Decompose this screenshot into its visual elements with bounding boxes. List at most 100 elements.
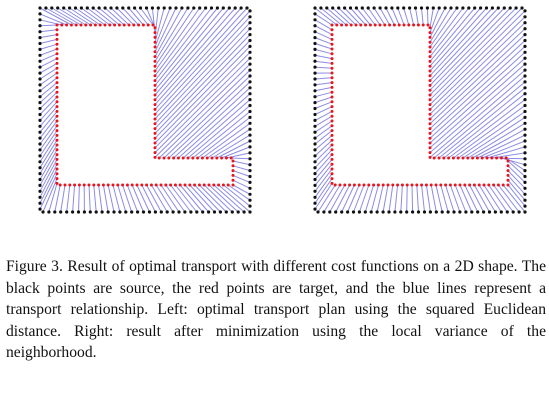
- target-point: [428, 35, 432, 39]
- transport-line: [154, 7, 242, 105]
- transport-line: [482, 140, 526, 159]
- source-point: [248, 68, 252, 72]
- source-point: [484, 6, 489, 10]
- target-point: [55, 153, 59, 157]
- source-point: [224, 210, 228, 214]
- target-point: [173, 183, 177, 187]
- transport-line: [314, 13, 333, 26]
- transport-line: [329, 184, 346, 213]
- target-point: [400, 183, 404, 187]
- source-point: [38, 183, 42, 187]
- target-point: [444, 183, 448, 187]
- target-point: [153, 88, 157, 92]
- source-point: [517, 210, 521, 214]
- transport-line: [154, 7, 201, 72]
- target-point: [396, 183, 400, 187]
- transport-line: [493, 184, 514, 213]
- target-point: [159, 183, 163, 187]
- target-point: [153, 98, 157, 102]
- transport-line: [317, 184, 336, 213]
- source-point: [100, 210, 104, 214]
- target-point: [330, 37, 334, 41]
- transport-line: [429, 7, 523, 101]
- target-point: [55, 133, 59, 137]
- target-point: [428, 107, 432, 111]
- transport-line: [39, 101, 58, 121]
- transport-line: [314, 7, 338, 26]
- target-point: [496, 183, 500, 187]
- target-point: [169, 183, 173, 187]
- source-point: [248, 109, 252, 114]
- target-point: [330, 66, 334, 70]
- source-point: [316, 210, 320, 214]
- target-point: [153, 74, 157, 78]
- target-point: [439, 183, 443, 187]
- transport-line: [117, 184, 127, 213]
- transport-line: [314, 106, 333, 115]
- transport-line: [314, 86, 333, 92]
- source-point: [248, 145, 252, 149]
- source-point: [133, 6, 137, 10]
- target-point: [428, 64, 432, 68]
- target-point: [55, 109, 59, 113]
- source-point: [390, 6, 394, 10]
- source-point: [103, 6, 107, 10]
- source-point: [38, 95, 42, 99]
- target-point: [153, 79, 157, 83]
- source-point: [38, 65, 42, 69]
- target-point: [55, 177, 59, 181]
- source-point: [94, 210, 98, 214]
- transport-line: [203, 184, 233, 213]
- target-point: [172, 156, 176, 160]
- target-point: [485, 156, 489, 160]
- transport-line: [42, 178, 58, 213]
- transport-line: [39, 7, 72, 26]
- source-point: [482, 210, 486, 214]
- transport-line: [154, 34, 251, 134]
- transport-line: [66, 184, 71, 213]
- transport-line: [338, 7, 357, 26]
- target-point: [330, 119, 334, 123]
- target-point: [421, 23, 425, 27]
- source-point: [313, 177, 317, 182]
- source-point: [230, 210, 234, 214]
- target-point: [153, 117, 157, 121]
- target-point: [330, 71, 334, 75]
- source-point: [523, 127, 527, 131]
- target-point: [428, 45, 432, 49]
- transport-line: [429, 7, 499, 81]
- target-point: [424, 183, 428, 187]
- transport-line: [140, 7, 154, 26]
- transport-line: [93, 184, 97, 213]
- transport-line: [421, 7, 424, 26]
- target-point: [428, 127, 432, 131]
- source-point: [38, 118, 42, 122]
- source-point: [248, 44, 252, 49]
- source-point: [313, 95, 317, 99]
- target-point: [434, 183, 438, 187]
- transport-line: [478, 184, 496, 213]
- target-point: [506, 164, 510, 168]
- source-point: [313, 183, 317, 187]
- transport-line: [39, 115, 58, 139]
- transport-line: [232, 179, 251, 189]
- source-point: [38, 41, 42, 46]
- transport-line: [429, 7, 446, 38]
- transport-line: [507, 160, 526, 177]
- transport-line: [507, 175, 526, 195]
- target-point: [55, 167, 59, 171]
- transport-line: [134, 7, 149, 26]
- source-point: [38, 24, 42, 28]
- source-point: [38, 6, 42, 10]
- transport-line: [154, 7, 248, 110]
- target-point: [372, 183, 376, 187]
- transport-line: [438, 87, 526, 159]
- source-point: [248, 9, 252, 13]
- source-point: [419, 6, 424, 10]
- target-point: [364, 23, 368, 27]
- source-point: [130, 210, 134, 214]
- source-point: [328, 210, 332, 214]
- transport-line: [341, 184, 355, 213]
- source-point: [248, 204, 252, 208]
- target-point: [121, 183, 125, 187]
